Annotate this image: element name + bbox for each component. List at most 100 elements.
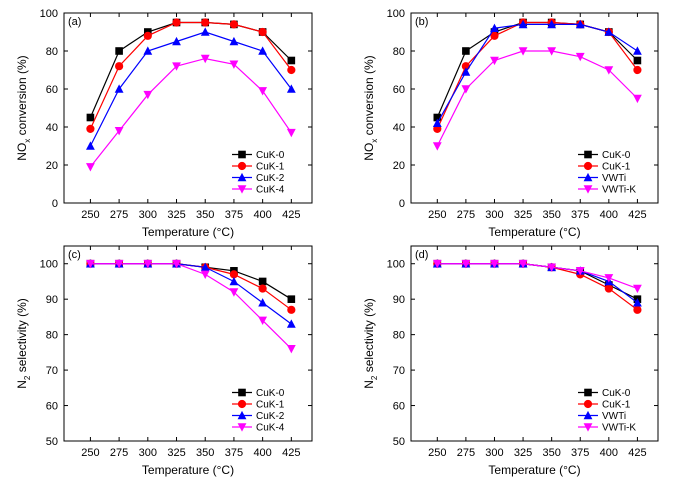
legend-marker <box>238 388 246 397</box>
legend-marker <box>584 388 592 397</box>
y-tick-label: 100 <box>387 259 405 271</box>
y-tick-label: 70 <box>393 365 405 377</box>
data-point <box>200 54 210 64</box>
data-point <box>86 163 95 172</box>
data-point <box>490 259 499 269</box>
data-point <box>575 19 585 29</box>
data-point <box>258 27 267 37</box>
data-point <box>86 124 95 133</box>
legend-marker <box>583 399 593 409</box>
y-tick-label: 80 <box>393 330 405 342</box>
legend-label: CuK-4 <box>256 423 285 434</box>
legend-marker <box>237 410 247 420</box>
data-point <box>518 259 528 269</box>
series-line <box>437 263 638 290</box>
x-tick-label: 350 <box>196 447 214 459</box>
legend-marker <box>237 399 247 409</box>
plot-frame <box>63 245 313 442</box>
data-point <box>518 19 528 29</box>
data-point <box>287 65 296 75</box>
y-tick-label: 80 <box>393 46 405 58</box>
data-point <box>432 118 442 127</box>
legend-label: CuK-0 <box>602 150 631 161</box>
x-tick-label: 400 <box>253 209 271 221</box>
legend-label: CuK-0 <box>602 388 631 399</box>
legend-label: VWTi-K <box>602 423 636 434</box>
series-line <box>89 21 292 130</box>
data-point <box>287 56 296 65</box>
x-tick-label: 400 <box>600 209 618 221</box>
data-point <box>490 56 499 66</box>
y-tick-label: 100 <box>40 8 58 20</box>
data-point <box>229 270 239 279</box>
y-tick-label: 100 <box>387 8 405 20</box>
x-axis-label: Temperature (°C) <box>142 225 234 239</box>
x-tick-label: 275 <box>457 447 475 459</box>
y-tick-label: 60 <box>46 401 58 413</box>
x-axis-label: Temperature (°C) <box>488 463 580 477</box>
data-point <box>287 305 296 314</box>
data-point <box>258 46 268 55</box>
x-tick-label: 400 <box>600 447 618 459</box>
y-tick-label: 40 <box>46 122 58 134</box>
legend-marker <box>583 410 593 420</box>
data-point <box>633 298 642 307</box>
y-tick-label: 60 <box>393 84 405 96</box>
x-axis-label: Temperature (°C) <box>488 225 580 239</box>
legend-marker <box>237 172 247 182</box>
panel-b: (b) 250 275 300 325 350 375 400 425 0 20 40 60 80 100 T… <box>362 8 659 239</box>
data-point <box>172 36 181 46</box>
y-tick-label: 50 <box>46 436 58 448</box>
data-point <box>518 47 528 56</box>
data-point <box>200 270 210 279</box>
data-point <box>114 84 124 93</box>
data-point <box>143 46 153 55</box>
legend-label: CuK-4 <box>256 185 285 196</box>
x-tick-label: 300 <box>139 209 157 221</box>
x-tick-label: 375 <box>225 447 243 459</box>
data-point <box>461 259 471 269</box>
x-tick-label: 275 <box>457 209 475 221</box>
data-point <box>286 319 296 328</box>
x-tick-label: 250 <box>81 447 99 459</box>
y-tick-label: 90 <box>393 294 405 306</box>
data-point <box>286 84 296 93</box>
plot-frame <box>410 12 659 204</box>
y-tick-label: 60 <box>393 401 405 413</box>
y-axis-label: N2 selectivity (%) <box>362 298 379 388</box>
data-point <box>604 274 614 283</box>
data-point <box>200 27 210 36</box>
data-point <box>633 56 642 65</box>
data-point <box>286 345 296 354</box>
x-tick-label: 250 <box>81 209 99 221</box>
data-point <box>86 141 95 150</box>
y-axis-label-main: N <box>15 380 29 389</box>
series-line <box>89 57 292 168</box>
x-tick-label: 300 <box>485 447 503 459</box>
x-tick-label: 425 <box>282 447 300 459</box>
data-point <box>229 20 239 29</box>
data-point <box>633 284 642 294</box>
y-tick-label: 50 <box>393 436 405 448</box>
data-point <box>258 277 267 286</box>
legend-marker <box>583 161 593 171</box>
x-tick-label: 325 <box>514 209 532 221</box>
legend-label: CuK-1 <box>602 162 631 173</box>
data-point <box>258 87 268 96</box>
series-line <box>89 31 292 147</box>
x-tick-label: 425 <box>628 209 646 221</box>
x-tick-label: 275 <box>110 209 128 221</box>
data-point <box>258 284 267 293</box>
y-axis-label-main: NO <box>362 143 376 161</box>
data-point <box>115 62 124 71</box>
data-point <box>604 66 614 75</box>
data-point <box>172 18 181 27</box>
y-axis-label-subscript: x <box>370 139 379 143</box>
y-axis-label-main: NO <box>15 143 29 161</box>
y-axis-label: NOx conversion (%) <box>15 55 32 160</box>
data-point <box>229 288 239 297</box>
x-tick-label: 350 <box>196 209 214 221</box>
panel-c: (c) 250 275 300 325 350 375 400 425 50 60 70 80 90 100… <box>15 245 313 477</box>
y-tick-label: 20 <box>46 160 58 172</box>
